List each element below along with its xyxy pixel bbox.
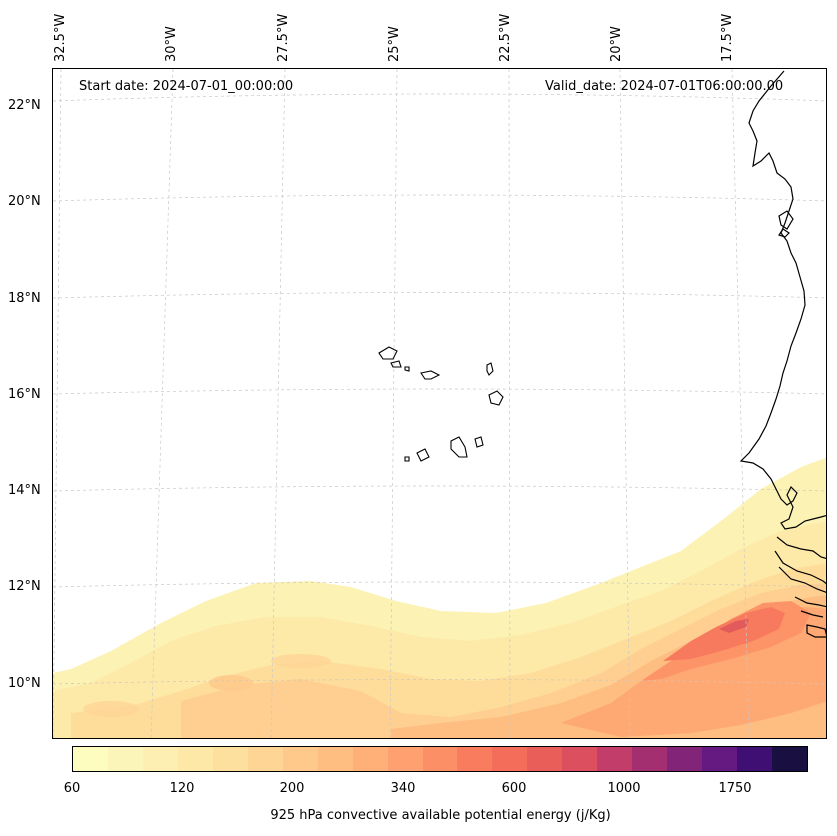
colorbar-tick-120: 120 [169, 781, 195, 796]
island-maio [474, 436, 484, 448]
colorbar-segment [177, 747, 213, 771]
colorbar-segment [527, 747, 563, 771]
colorbar-segment [73, 747, 108, 771]
island-fogo [416, 448, 430, 462]
colorbar-segment [387, 747, 423, 771]
colorbar-segment [212, 747, 248, 771]
lat-label-12n: 12°N [8, 579, 41, 594]
island-santiago [450, 436, 468, 458]
lon-label-27-5w: 27.5°W [276, 13, 291, 62]
lat-label-10n: 10°N [8, 676, 41, 691]
island-sao-nicolau [420, 370, 441, 380]
colorbar-segment [632, 747, 668, 771]
colorbar-segment [352, 747, 388, 771]
lat-label-14n: 14°N [8, 483, 41, 498]
colorbar-tick-600: 600 [501, 781, 527, 796]
map-gridlines [53, 69, 826, 738]
island-santo-antao [378, 346, 398, 360]
cape-field [53, 457, 826, 738]
map-canvas[interactable] [52, 68, 827, 739]
lon-label-22-5w: 22.5°W [498, 13, 513, 62]
colorbar-tick-60: 60 [63, 781, 81, 796]
colorbar-segment [142, 747, 178, 771]
start-date-label: Start date: 2024-07-01_00:00:00 [79, 79, 294, 94]
colorbar-tick-1000: 1000 [607, 781, 641, 796]
lon-label-30w: 30°W [164, 26, 179, 62]
colorbar-segment [247, 747, 283, 771]
colorbar-segment [597, 747, 633, 771]
colorbar-segment [702, 747, 738, 771]
colorbar-label: 925 hPa convective available potential e… [270, 808, 611, 823]
colorbar-segment [422, 747, 458, 771]
island-boa-vista [488, 390, 504, 406]
colorbar-segment [772, 747, 808, 771]
colorbar-segment [107, 747, 143, 771]
lat-label-20n: 20°N [8, 194, 41, 209]
colorbar-segment [457, 747, 493, 771]
lat-label-16n: 16°N [8, 387, 41, 402]
lon-label-25w: 25°W [387, 26, 402, 62]
colorbar-segment [667, 747, 703, 771]
colorbar-segment [737, 747, 773, 771]
island-brava [404, 456, 410, 462]
colorbar-tick-200: 200 [279, 781, 305, 796]
valid-date-label: Valid_date: 2024-07-01T06:00:00.00 [545, 79, 784, 94]
lon-label-20w: 20°W [609, 26, 624, 62]
colorbar [72, 746, 808, 772]
lon-label-32-5w: 32.5°W [53, 13, 68, 62]
lon-label-17-5w: 17.5°W [720, 13, 735, 62]
colorbar-segment [562, 747, 598, 771]
colorbar-tick-340: 340 [390, 781, 416, 796]
lat-label-22n: 22°N [8, 98, 41, 113]
lat-label-18n: 18°N [8, 291, 41, 306]
africa-coastline [739, 70, 826, 638]
colorbar-segment [317, 747, 353, 771]
cape-verde-islands [378, 346, 504, 462]
island-sal [486, 362, 494, 376]
island-sao-vicente [390, 360, 402, 368]
colorbar-segment [492, 747, 528, 771]
map-svg [53, 69, 826, 738]
colorbar-tick-1750: 1750 [718, 781, 752, 796]
island-santa-luzia [404, 366, 410, 372]
colorbar-segment [282, 747, 318, 771]
